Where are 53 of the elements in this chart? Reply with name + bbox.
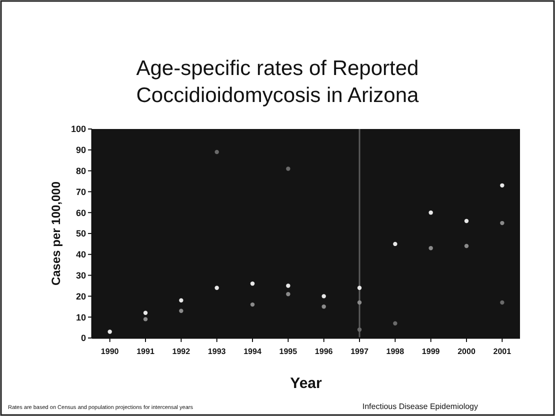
point (464, 218, 469, 224)
point (143, 317, 148, 322)
point (286, 166, 290, 171)
point (357, 300, 362, 305)
y-axis-title: Cases per 100,000 (49, 181, 63, 286)
x-tick-label: 2000 (458, 347, 476, 356)
y-tick-label: 100 (70, 124, 86, 134)
x-tick-label: 1999 (422, 347, 440, 356)
y-tick-label: 60 (76, 208, 86, 218)
y-tick-label: 70 (76, 186, 86, 197)
chart-title: Age-specific rates of Reported Coccidioidomycosis in Arizona (136, 57, 420, 107)
point (250, 302, 255, 307)
y-tick-label: 0 (80, 333, 86, 344)
x-tick-label: 1998 (386, 347, 405, 356)
x-tick-label: 1996 (314, 347, 334, 356)
y-tick-label: 30 (76, 270, 86, 280)
point (179, 308, 184, 313)
point (500, 220, 504, 226)
y-tick-label: 20 (76, 291, 86, 302)
point (393, 242, 398, 246)
x-tick-label: 2001 (493, 347, 512, 356)
point (143, 310, 148, 316)
point (500, 300, 504, 305)
point (286, 284, 290, 288)
x-tick-label: 1994 (244, 347, 262, 356)
point (428, 246, 433, 250)
point (322, 294, 326, 298)
text: Infectious Disease Epidemiology (362, 402, 478, 411)
point (464, 244, 469, 248)
x-tick-label: 1993 (208, 347, 226, 356)
point (393, 321, 398, 326)
point (322, 304, 326, 309)
point (286, 292, 290, 296)
y-tick-label: 80 (76, 166, 86, 176)
y-tick-label: 50 (76, 228, 86, 239)
point (179, 298, 184, 302)
point (357, 328, 362, 332)
y-tick-label: 10 (76, 312, 86, 322)
x-tick-label: 1997 (350, 347, 369, 356)
x-axis-title: Year (290, 375, 322, 392)
point (500, 183, 504, 188)
point (428, 210, 433, 215)
y-tick-label: 40 (76, 250, 86, 260)
point (214, 286, 219, 290)
point (108, 330, 112, 334)
point (250, 282, 255, 286)
x-tick-label: 1990 (100, 347, 120, 356)
y-tick-label: 90 (76, 145, 86, 156)
x-tick-label: 1991 (136, 347, 155, 356)
point (357, 286, 362, 290)
x-tick-label: 1995 (279, 347, 298, 356)
point (214, 150, 219, 154)
x-tick-label: 1992 (172, 347, 191, 356)
